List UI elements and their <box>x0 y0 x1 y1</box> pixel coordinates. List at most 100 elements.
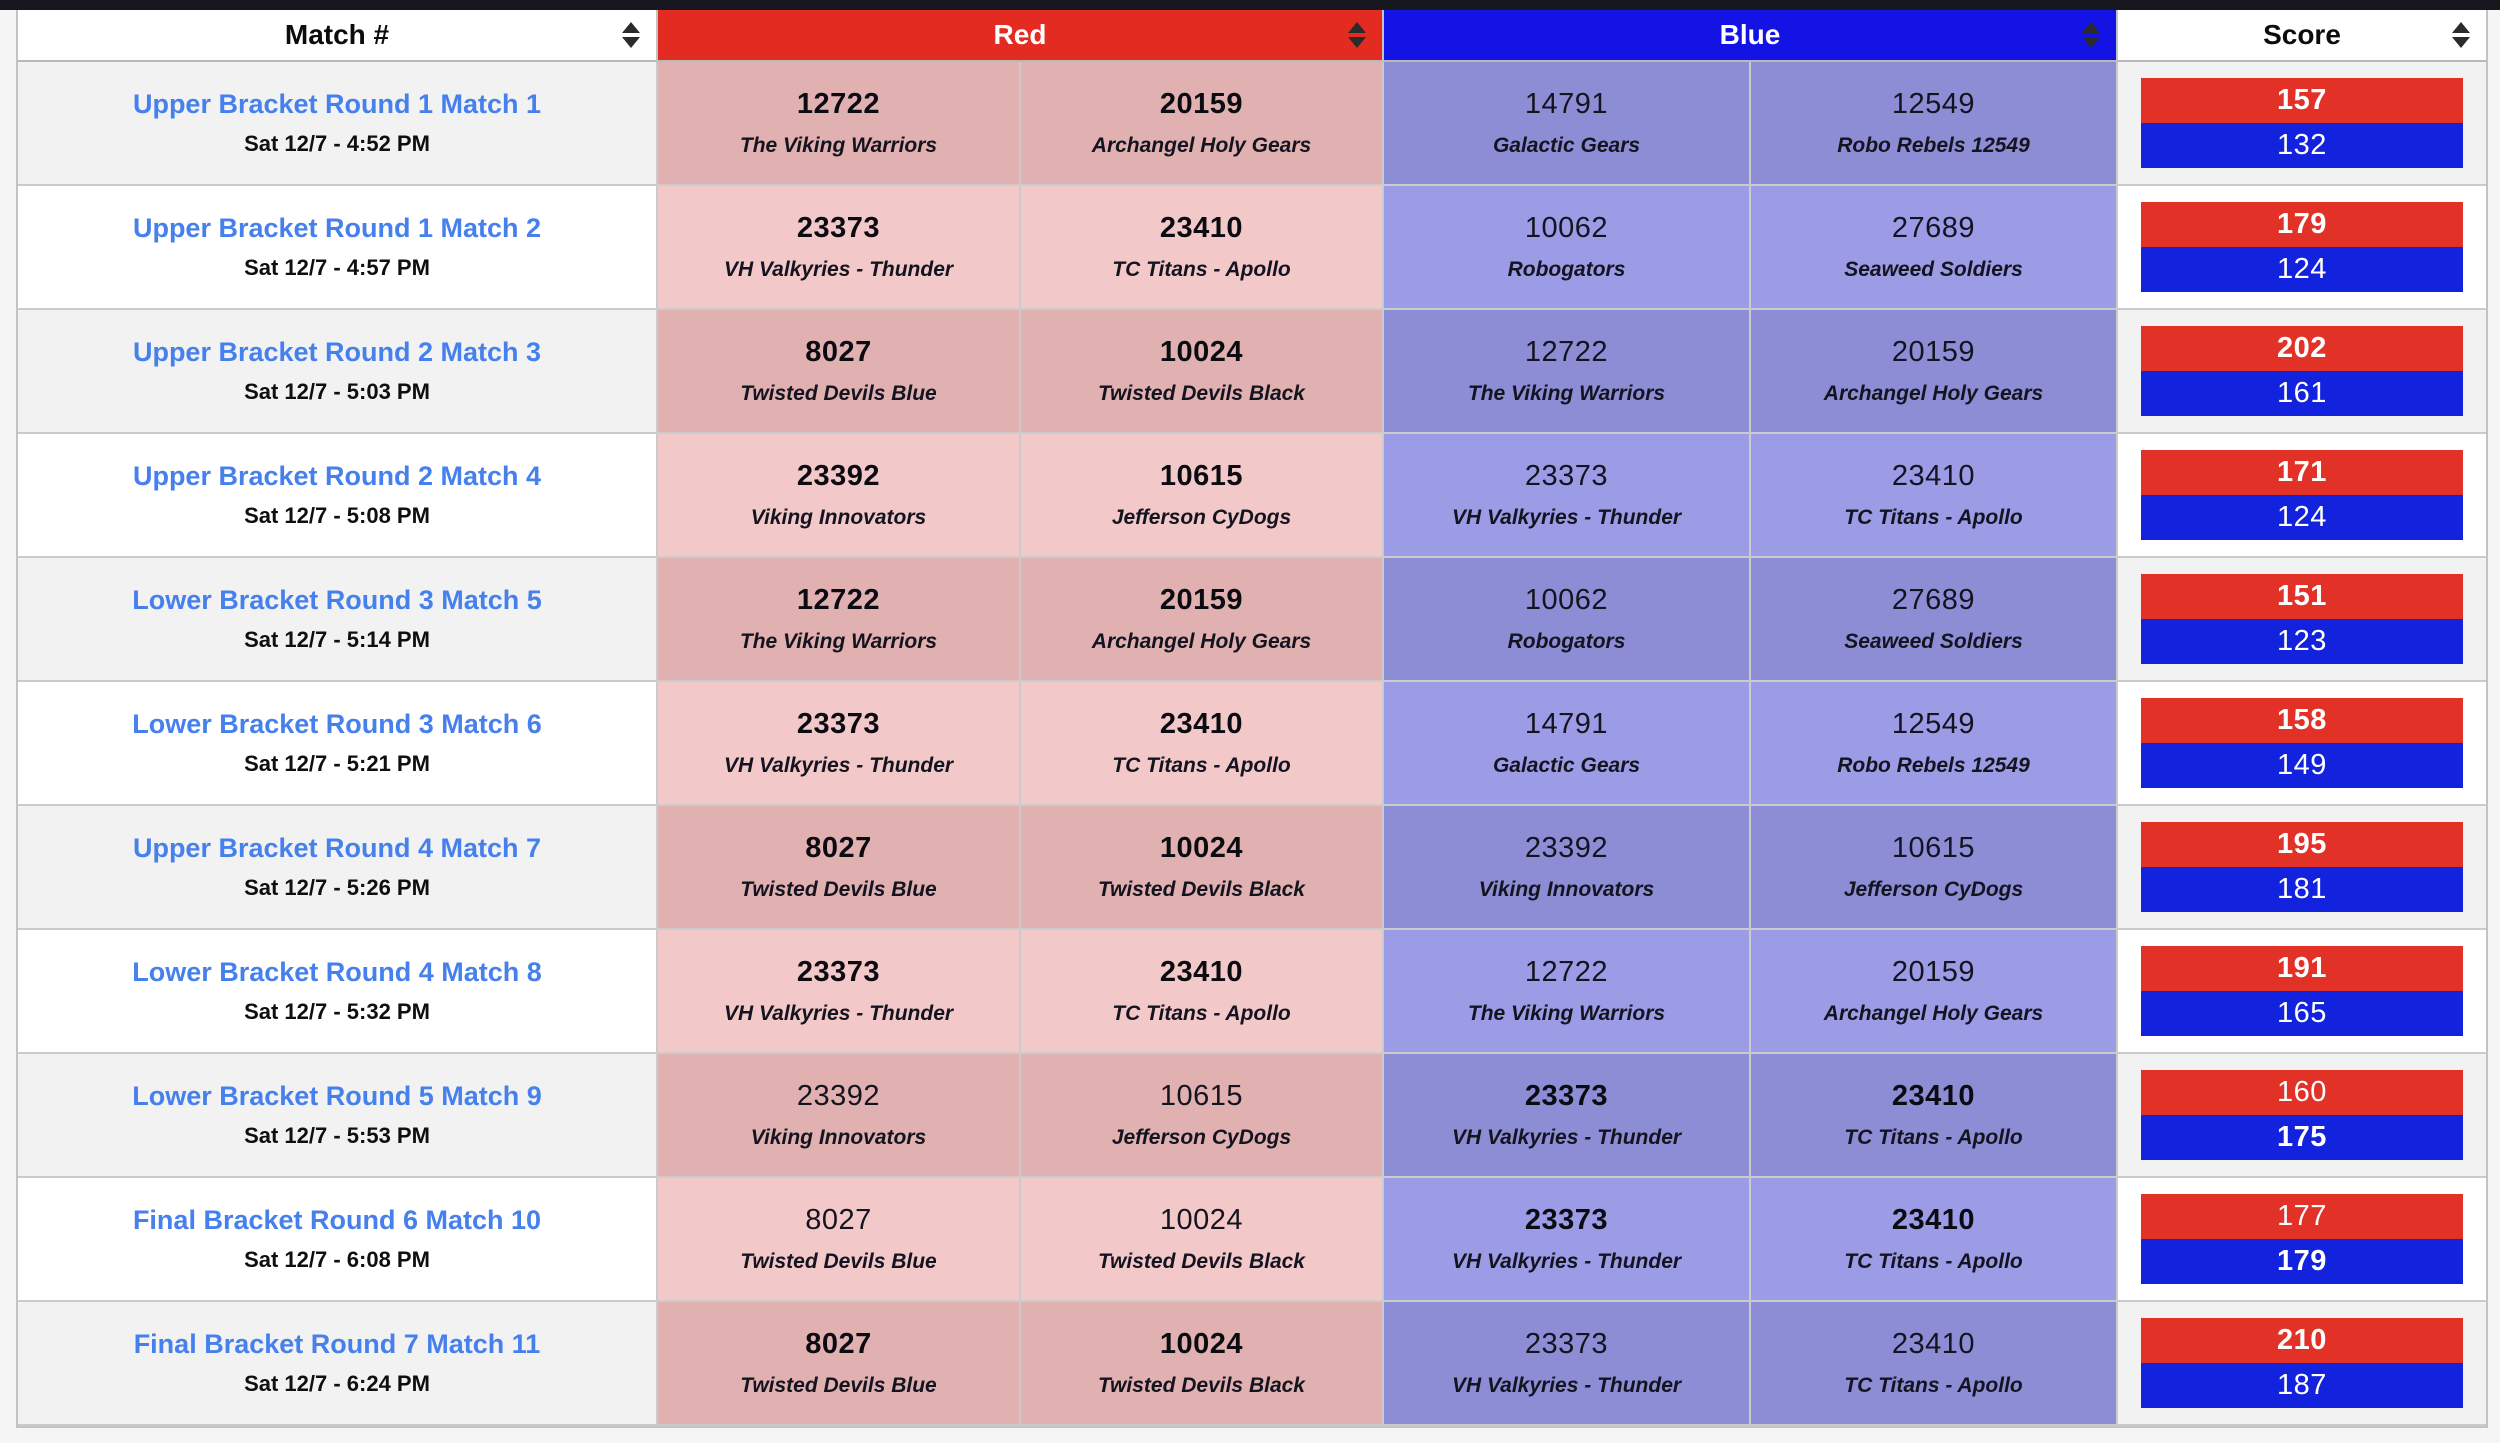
score-stack: 160 175 <box>2141 1070 2463 1160</box>
column-header-score[interactable]: Score <box>2118 10 2486 62</box>
team-name: VH Valkyries - Thunder <box>723 258 954 281</box>
team-name: Seaweed Soldiers <box>1844 258 2023 281</box>
team-name: Twisted Devils Black <box>1098 1374 1305 1397</box>
team-name: The Viking Warriors <box>1467 1002 1666 1025</box>
match-info-cell: Upper Bracket Round 1 Match 2 Sat 12/7 -… <box>18 186 658 310</box>
score-sort-icon[interactable] <box>2452 22 2470 48</box>
red-score: 158 <box>2141 698 2463 743</box>
match-info-cell: Final Bracket Round 6 Match 10 Sat 12/7 … <box>18 1178 658 1302</box>
blue-score: 187 <box>2141 1363 2463 1408</box>
column-header-blue[interactable]: Blue <box>1384 10 2118 62</box>
red-team-cell: 10024 Twisted Devils Black <box>1021 1178 1384 1302</box>
team-name: Archangel Holy Gears <box>1823 1002 2044 1025</box>
match-row: Final Bracket Round 7 Match 11 Sat 12/7 … <box>18 1302 2486 1426</box>
team-number: 23410 <box>1891 1204 1976 1236</box>
match-link[interactable]: Upper Bracket Round 1 Match 1 <box>132 89 542 119</box>
match-link[interactable]: Lower Bracket Round 5 Match 9 <box>132 1081 542 1111</box>
blue-team-cell: 14791 Galactic Gears <box>1384 62 1751 186</box>
blue-team-cell: 12722 The Viking Warriors <box>1384 310 1751 434</box>
blue-team-cell: 23410 TC Titans - Apollo <box>1751 1054 2118 1178</box>
match-time: Sat 12/7 - 5:08 PM <box>244 503 430 528</box>
match-time: Sat 12/7 - 5:14 PM <box>244 627 430 652</box>
blue-team-cell: 12722 The Viking Warriors <box>1384 930 1751 1054</box>
red-team-cell: 23373 VH Valkyries - Thunder <box>658 682 1021 806</box>
red-score: 210 <box>2141 1318 2463 1363</box>
score-stack: 179 124 <box>2141 202 2463 292</box>
team-number: 10024 <box>1159 1204 1244 1236</box>
team-name: VH Valkyries - Thunder <box>723 1002 954 1025</box>
red-team-cell: 23373 VH Valkyries - Thunder <box>658 186 1021 310</box>
red-score: 191 <box>2141 946 2463 991</box>
blue-score: 175 <box>2141 1115 2463 1160</box>
team-number: 23392 <box>796 460 881 492</box>
red-score: 195 <box>2141 822 2463 867</box>
red-team-cell: 20159 Archangel Holy Gears <box>1021 62 1384 186</box>
team-number: 23410 <box>1159 956 1244 988</box>
match-link[interactable]: Upper Bracket Round 1 Match 2 <box>132 213 542 243</box>
column-header-match[interactable]: Match # <box>18 10 658 62</box>
blue-score: 165 <box>2141 991 2463 1036</box>
blue-team-cell: 23410 TC Titans - Apollo <box>1751 1302 2118 1426</box>
match-link[interactable]: Final Bracket Round 6 Match 10 <box>132 1205 542 1235</box>
match-time: Sat 12/7 - 6:08 PM <box>244 1247 430 1272</box>
team-number: 23410 <box>1891 1080 1976 1112</box>
red-team-cell: 8027 Twisted Devils Blue <box>658 1302 1021 1426</box>
score-stack: 151 123 <box>2141 574 2463 664</box>
team-number: 10062 <box>1524 584 1609 616</box>
match-link[interactable]: Upper Bracket Round 2 Match 4 <box>132 461 542 491</box>
blue-sort-icon[interactable] <box>2082 22 2100 48</box>
team-number: 10024 <box>1159 832 1244 864</box>
red-team-cell: 10024 Twisted Devils Black <box>1021 310 1384 434</box>
team-number: 14791 <box>1524 88 1609 120</box>
blue-team-cell: 23410 TC Titans - Apollo <box>1751 434 2118 558</box>
match-row: Lower Bracket Round 5 Match 9 Sat 12/7 -… <box>18 1054 2486 1178</box>
match-time: Sat 12/7 - 4:57 PM <box>244 255 430 280</box>
team-name: TC Titans - Apollo <box>1112 1002 1291 1025</box>
team-name: TC Titans - Apollo <box>1844 1250 2023 1273</box>
team-number: 23373 <box>796 956 881 988</box>
team-number: 12722 <box>796 584 881 616</box>
match-time: Sat 12/7 - 5:26 PM <box>244 875 430 900</box>
team-name: Twisted Devils Black <box>1098 382 1305 405</box>
red-team-cell: 10024 Twisted Devils Black <box>1021 806 1384 930</box>
score-stack: 191 165 <box>2141 946 2463 1036</box>
team-name: Archangel Holy Gears <box>1091 630 1312 653</box>
team-number: 23373 <box>796 212 881 244</box>
team-number: 10615 <box>1159 1080 1244 1112</box>
team-number: 23373 <box>796 708 881 740</box>
team-name: Robogators <box>1507 630 1626 653</box>
team-name: VH Valkyries - Thunder <box>1451 1126 1682 1149</box>
match-link[interactable]: Lower Bracket Round 3 Match 6 <box>132 709 542 739</box>
match-row: Lower Bracket Round 3 Match 5 Sat 12/7 -… <box>18 558 2486 682</box>
red-team-cell: 12722 The Viking Warriors <box>658 62 1021 186</box>
team-number: 12722 <box>1524 336 1609 368</box>
match-link[interactable]: Upper Bracket Round 4 Match 7 <box>132 833 542 863</box>
team-number: 23373 <box>1524 1204 1609 1236</box>
column-header-red-label: Red <box>993 19 1047 50</box>
blue-score: 181 <box>2141 867 2463 912</box>
score-stack: 195 181 <box>2141 822 2463 912</box>
blue-team-cell: 10615 Jefferson CyDogs <box>1751 806 2118 930</box>
match-row: Lower Bracket Round 4 Match 8 Sat 12/7 -… <box>18 930 2486 1054</box>
team-number: 23392 <box>1524 832 1609 864</box>
blue-team-cell: 23373 VH Valkyries - Thunder <box>1384 434 1751 558</box>
red-sort-icon[interactable] <box>1348 22 1366 48</box>
blue-team-cell: 23392 Viking Innovators <box>1384 806 1751 930</box>
match-link[interactable]: Lower Bracket Round 3 Match 5 <box>132 585 542 615</box>
match-info-cell: Upper Bracket Round 4 Match 7 Sat 12/7 -… <box>18 806 658 930</box>
column-header-red[interactable]: Red <box>658 10 1384 62</box>
match-sort-icon[interactable] <box>622 22 640 48</box>
team-number: 27689 <box>1891 212 1976 244</box>
team-number: 12549 <box>1891 708 1976 740</box>
blue-team-cell: 23373 VH Valkyries - Thunder <box>1384 1178 1751 1302</box>
match-link[interactable]: Lower Bracket Round 4 Match 8 <box>132 957 542 987</box>
team-number: 12722 <box>796 88 881 120</box>
team-name: Viking Innovators <box>750 1126 927 1149</box>
match-link[interactable]: Final Bracket Round 7 Match 11 <box>133 1329 541 1359</box>
red-team-cell: 23373 VH Valkyries - Thunder <box>658 930 1021 1054</box>
match-time: Sat 12/7 - 4:52 PM <box>244 131 430 156</box>
blue-team-cell: 20159 Archangel Holy Gears <box>1751 310 2118 434</box>
match-time: Sat 12/7 - 5:21 PM <box>244 751 430 776</box>
match-link[interactable]: Upper Bracket Round 2 Match 3 <box>132 337 542 367</box>
score-stack: 202 161 <box>2141 326 2463 416</box>
